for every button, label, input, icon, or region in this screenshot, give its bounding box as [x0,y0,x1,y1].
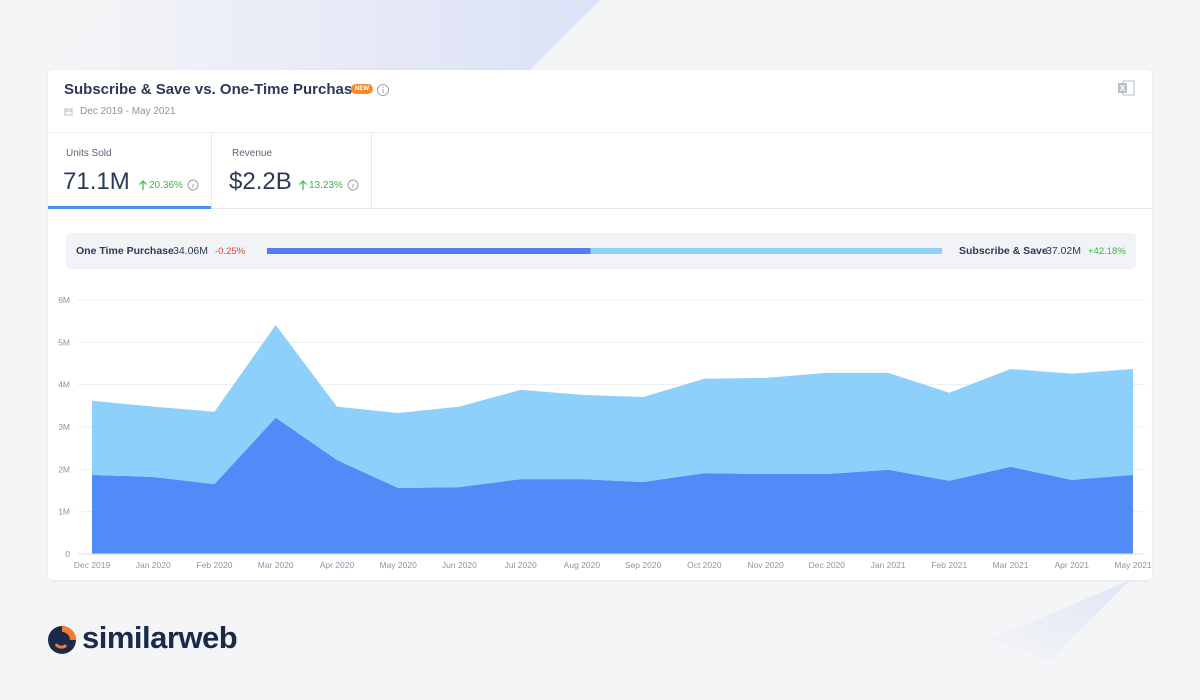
split-change: +42.18% [1088,246,1126,257]
new-badge: NEW [351,84,373,94]
x-tick-label: Feb 2021 [931,560,967,570]
x-tick-label: Feb 2020 [197,560,233,570]
split-name: One Time Purchase [76,245,174,257]
metric-label[interactable]: Units Sold [66,148,112,159]
y-tick-label: 0 [65,549,70,559]
info-icon[interactable] [186,178,200,192]
x-tick-label: Jun 2020 [442,560,477,570]
metric-value: $2.2B [229,168,292,195]
x-tick-label: Jul 2020 [505,560,537,570]
x-tick-label: Aug 2020 [564,560,601,570]
excel-export[interactable]: X [1117,80,1135,96]
area [92,417,1133,554]
split-name: Subscribe & Save [959,245,1048,257]
divider [371,133,372,208]
x-tick-label: Mar 2021 [993,560,1029,570]
info-icon[interactable] [376,83,390,97]
widget-title: Subscribe & Save vs. One-Time Purchases [64,81,369,98]
metric-change: 20.36% [149,180,183,191]
x-tick-label: Apr 2020 [320,560,355,570]
split-bar-segment [267,248,591,254]
info-icon[interactable] [346,178,360,192]
brand-name: similarweb [82,620,238,655]
metric-label[interactable]: Revenue [232,148,273,159]
x-tick-label: Apr 2021 [1055,560,1090,570]
x-tick-label: May 2021 [1114,560,1152,570]
split-change: -0.25% [215,246,246,257]
y-tick-label: 4M [58,380,70,390]
x-tick-label: Dec 2019 [74,560,111,570]
x-tick-label: Oct 2020 [687,560,722,570]
metric-value: 71.1M [63,168,130,195]
y-tick-label: 6M [58,295,70,305]
y-tick-label: 2M [58,464,70,474]
divider [48,208,1152,209]
brand-logo [48,626,76,654]
split-value: 37.02M [1046,245,1082,257]
up-arrow [139,180,147,190]
x-tick-label: Mar 2020 [258,560,294,570]
y-tick-label: 3M [58,422,70,432]
divider [211,133,212,208]
x-tick-label: Jan 2020 [136,560,171,570]
y-tick-label: 1M [58,507,70,517]
y-tick-label: 5M [58,337,70,347]
x-tick-label: Nov 2020 [747,560,784,570]
calendar-icon [64,108,73,116]
split-bar-segment [590,248,942,254]
svg-text:X: X [1120,84,1126,93]
date-range: Dec 2019 - May 2021 [80,106,176,117]
divider [48,132,1152,133]
split-value: 34.06M [173,245,209,257]
split-bar [267,248,942,254]
area [92,324,1133,488]
x-tick-label: Jan 2021 [871,560,906,570]
chart: 0 1M 2M 3M 4M 5M 6M Dec 2019 Jan 2020 Feb 2020 Mar… [58,295,1152,570]
x-tick-label: Sep 2020 [625,560,662,570]
up-arrow [299,180,307,190]
metric-change: 13.23% [309,180,343,191]
x-tick-label: May 2020 [380,560,418,570]
active-tab-indicator [48,206,211,209]
x-tick-label: Dec 2020 [809,560,846,570]
